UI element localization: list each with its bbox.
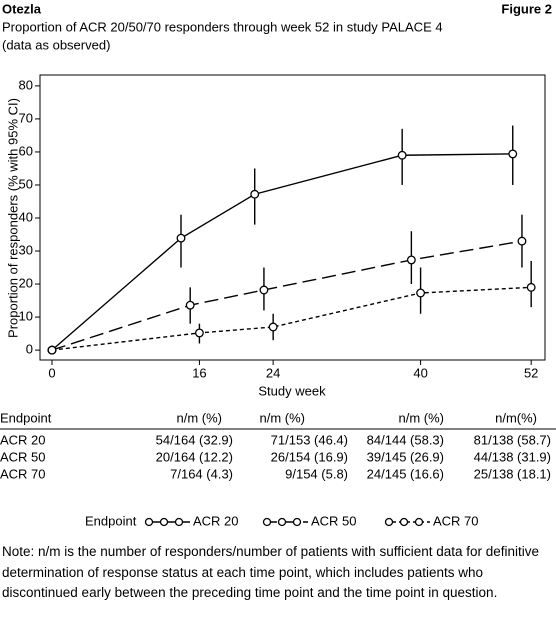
legend-label: ACR 50 bbox=[311, 513, 357, 528]
table-header: n/m (%) bbox=[399, 410, 445, 425]
point bbox=[176, 233, 186, 243]
y-tick-label: 30 bbox=[19, 242, 33, 257]
x-tick-label: 40 bbox=[413, 365, 427, 380]
table-header: n/m(%) bbox=[495, 410, 537, 425]
point bbox=[47, 345, 57, 355]
legend-marker bbox=[159, 517, 169, 527]
legend-marker bbox=[262, 517, 272, 527]
legend-label: ACR 20 bbox=[193, 513, 239, 528]
point bbox=[259, 285, 269, 295]
legend-title: Endpoint bbox=[85, 513, 137, 528]
table-cell: ACR 70 bbox=[0, 466, 46, 481]
legend-marker bbox=[277, 517, 287, 527]
plot-frame bbox=[39, 74, 546, 361]
point bbox=[397, 150, 407, 160]
table-cell: 20/164 (12.2) bbox=[156, 449, 233, 464]
y-tick-label: 50 bbox=[19, 176, 33, 191]
table-cell: ACR 50 bbox=[0, 449, 46, 464]
table-cell: 81/138 (58.7) bbox=[474, 432, 551, 447]
x-tick-label: 16 bbox=[192, 365, 206, 380]
table-header: Endpoint bbox=[0, 410, 52, 425]
figure-label: Figure 2 bbox=[501, 1, 552, 16]
legend-marker bbox=[174, 517, 184, 527]
note: Note: n/m is the number of responders/nu… bbox=[2, 544, 540, 600]
table-cell: 39/145 (26.9) bbox=[367, 449, 444, 464]
chart-title: Proportion of ACR 20/50/70 responders th… bbox=[2, 19, 443, 34]
legend-label: ACR 70 bbox=[433, 513, 479, 528]
legend-marker bbox=[292, 517, 302, 527]
y-tick-label: 10 bbox=[19, 309, 33, 324]
table-cell: 44/138 (31.9) bbox=[474, 449, 551, 464]
table-cell: 24/145 (16.6) bbox=[367, 466, 444, 481]
point bbox=[406, 255, 416, 265]
y-axis-label: Proportion of responders (% with 95% CI) bbox=[5, 98, 20, 338]
table-cell: 9/154 (5.8) bbox=[285, 466, 348, 481]
point bbox=[416, 288, 426, 298]
table-cell: 7/164 (4.3) bbox=[170, 466, 233, 481]
x-tick-label: 52 bbox=[524, 365, 538, 380]
y-tick-label: 20 bbox=[19, 275, 33, 290]
x-axis-label: Study week bbox=[258, 383, 326, 398]
y-tick-label: 80 bbox=[19, 77, 33, 92]
y-tick-label: 40 bbox=[19, 209, 33, 224]
x-tick-label: 24 bbox=[266, 365, 280, 380]
point bbox=[508, 149, 518, 159]
point bbox=[250, 189, 260, 199]
table-cell: 25/138 (18.1) bbox=[474, 466, 551, 481]
y-tick-label: 0 bbox=[26, 342, 33, 357]
table-cell: 71/153 (46.4) bbox=[271, 432, 348, 447]
legend-marker bbox=[414, 517, 424, 527]
point bbox=[268, 322, 278, 332]
legend-marker bbox=[399, 517, 409, 527]
table-header: n/m (%) bbox=[177, 410, 223, 425]
point bbox=[185, 300, 195, 310]
series-line bbox=[51, 240, 523, 351]
point bbox=[526, 282, 536, 292]
y-tick-label: 60 bbox=[19, 143, 33, 158]
brand: Otezla bbox=[2, 1, 42, 16]
legend-marker bbox=[144, 517, 154, 527]
table-header: n/m (%) bbox=[260, 410, 306, 425]
point bbox=[194, 328, 204, 338]
x-tick-label: 0 bbox=[48, 365, 55, 380]
legend-marker bbox=[384, 517, 394, 527]
point bbox=[517, 236, 527, 246]
table-cell: 26/154 (16.9) bbox=[271, 449, 348, 464]
y-tick-label: 70 bbox=[19, 110, 33, 125]
table-cell: ACR 20 bbox=[0, 432, 46, 447]
table-cell: 84/144 (58.3) bbox=[367, 432, 444, 447]
chart-subtitle: (data as observed) bbox=[2, 37, 110, 52]
series-line bbox=[51, 153, 513, 351]
table-cell: 54/164 (32.9) bbox=[156, 432, 233, 447]
series-line bbox=[51, 286, 532, 351]
